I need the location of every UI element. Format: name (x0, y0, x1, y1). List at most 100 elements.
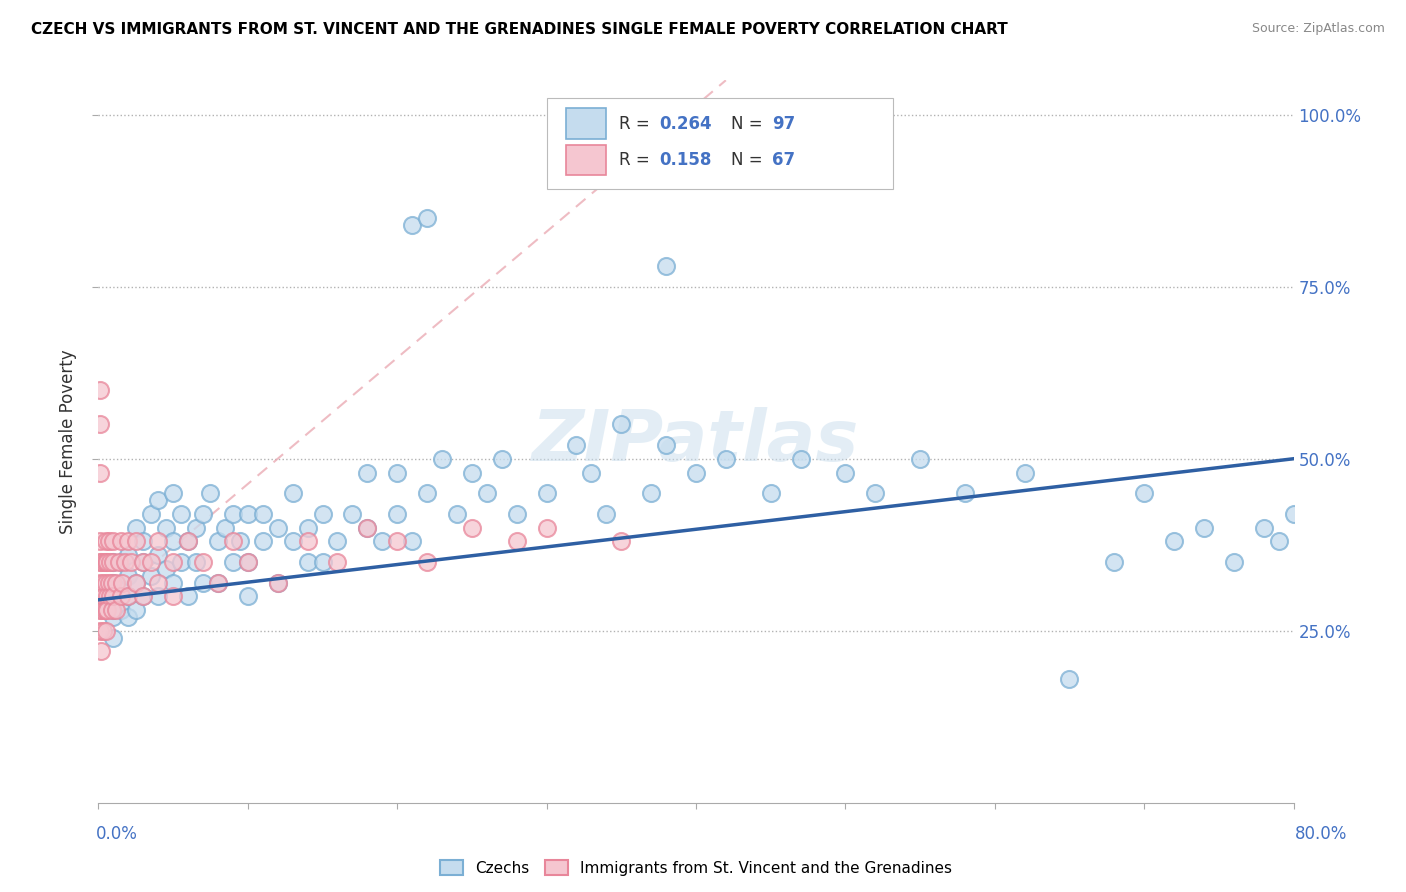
Text: ZIPatlas: ZIPatlas (533, 407, 859, 476)
Point (132, 555, 155, 569)
Point (1253, 520, 1275, 534)
Point (114, 555, 136, 569)
Point (110, 555, 132, 569)
Point (356, 520, 378, 534)
Point (430, 451, 453, 466)
Point (759, 486, 782, 500)
Point (103, 603, 125, 617)
Point (1014, 466, 1036, 480)
Point (326, 555, 349, 569)
Point (491, 451, 513, 466)
Point (96, 590, 118, 604)
Point (461, 520, 484, 534)
Point (311, 507, 333, 521)
Point (222, 555, 245, 569)
Point (1163, 534, 1185, 549)
Point (267, 575, 290, 590)
Point (685, 466, 707, 480)
Point (655, 259, 678, 273)
Point (416, 211, 439, 225)
Point (177, 534, 200, 549)
Point (162, 555, 184, 569)
Point (110, 582, 132, 597)
Point (162, 486, 184, 500)
Point (89, 417, 111, 432)
Point (103, 555, 125, 569)
Point (94, 555, 117, 569)
Point (90, 590, 112, 604)
Point (98, 555, 122, 569)
Point (1133, 486, 1156, 500)
Point (581, 466, 603, 480)
Point (108, 555, 131, 569)
Text: 80.0%: 80.0% (1295, 825, 1347, 843)
Point (222, 534, 245, 549)
Point (236, 590, 259, 604)
Point (281, 534, 304, 549)
Point (640, 486, 662, 500)
Text: 0.158: 0.158 (659, 151, 711, 169)
Text: R =: R = (620, 151, 655, 169)
Point (229, 534, 252, 549)
Point (655, 438, 678, 452)
Point (184, 520, 207, 534)
Point (789, 451, 811, 466)
Text: CZECH VS IMMIGRANTS FROM ST. VINCENT AND THE GRENADINES SINGLE FEMALE POVERTY CO: CZECH VS IMMIGRANTS FROM ST. VINCENT AND… (31, 22, 1008, 37)
Point (311, 555, 333, 569)
Point (252, 534, 274, 549)
Y-axis label: Single Female Poverty: Single Female Poverty (59, 350, 77, 533)
Point (91, 624, 114, 638)
Point (506, 534, 529, 549)
Point (103, 590, 125, 604)
Point (98, 590, 122, 604)
Point (117, 590, 139, 604)
Point (1282, 507, 1305, 521)
Point (93, 590, 115, 604)
Point (267, 575, 290, 590)
Point (101, 603, 124, 617)
Legend: Czechs, Immigrants from St. Vincent and the Grenadines: Czechs, Immigrants from St. Vincent and … (434, 854, 957, 882)
Point (89, 590, 111, 604)
Point (103, 575, 125, 590)
Point (371, 534, 394, 549)
Point (93, 603, 115, 617)
Point (89, 466, 111, 480)
Point (148, 493, 170, 508)
Point (236, 555, 259, 569)
Point (177, 534, 200, 549)
Text: 97: 97 (772, 115, 796, 133)
Point (236, 555, 259, 569)
Point (97, 534, 120, 549)
Point (461, 466, 484, 480)
Point (103, 610, 125, 624)
FancyBboxPatch shape (565, 109, 606, 139)
Point (162, 590, 184, 604)
Point (103, 590, 125, 604)
Point (207, 575, 229, 590)
Point (117, 548, 139, 562)
Point (105, 603, 128, 617)
Point (148, 548, 170, 562)
Point (132, 534, 155, 549)
Point (536, 520, 558, 534)
Point (89, 534, 111, 549)
Point (148, 575, 170, 590)
Point (103, 555, 125, 569)
Point (385, 466, 409, 480)
Point (169, 507, 191, 521)
Point (91, 575, 114, 590)
Point (356, 520, 378, 534)
Point (416, 486, 439, 500)
Point (207, 534, 229, 549)
Point (101, 575, 124, 590)
Point (125, 575, 148, 590)
Point (97, 575, 120, 590)
Point (385, 507, 409, 521)
Point (236, 507, 259, 521)
Point (94, 624, 117, 638)
Point (155, 562, 177, 576)
Point (1059, 672, 1081, 686)
Point (297, 520, 319, 534)
Point (117, 534, 139, 549)
FancyBboxPatch shape (565, 145, 606, 175)
